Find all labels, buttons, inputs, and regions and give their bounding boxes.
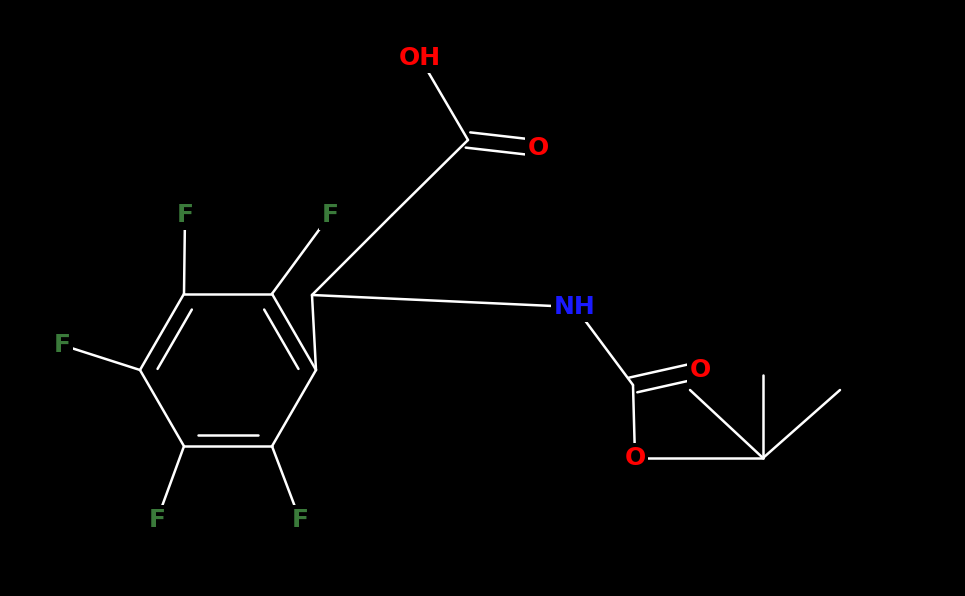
Text: O: O	[689, 358, 710, 382]
Text: NH: NH	[554, 295, 595, 319]
Text: O: O	[624, 446, 646, 470]
Text: F: F	[291, 508, 309, 532]
Text: F: F	[321, 203, 339, 227]
Text: F: F	[53, 333, 70, 357]
Text: F: F	[177, 203, 194, 227]
Text: OH: OH	[399, 46, 441, 70]
Text: F: F	[149, 508, 166, 532]
Text: O: O	[528, 136, 549, 160]
